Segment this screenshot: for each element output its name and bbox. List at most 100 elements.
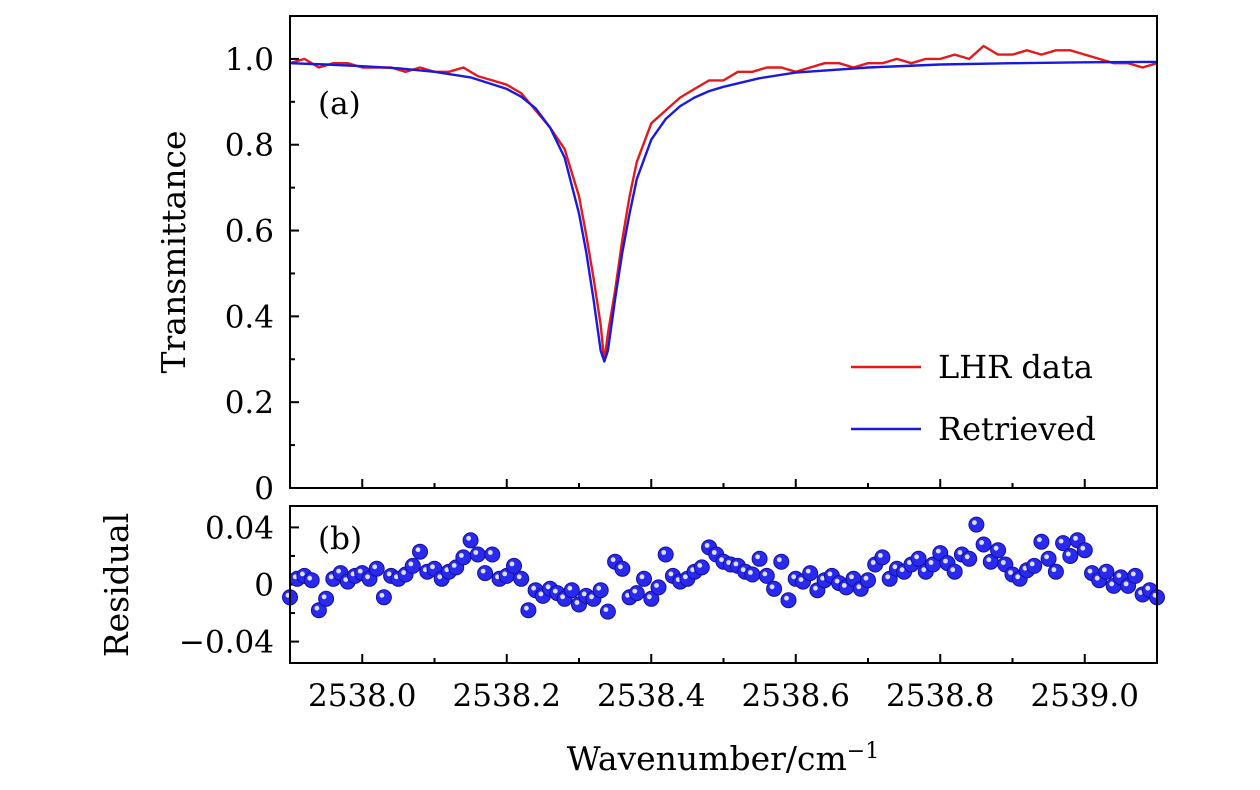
- residual-point-highlight: [618, 564, 623, 570]
- residual-axis-title: Residual: [97, 513, 136, 657]
- residual-point-highlight: [538, 591, 544, 597]
- residual-point-highlight: [567, 585, 573, 591]
- residual-point-highlight: [1116, 573, 1122, 578]
- residual-point-highlight: [495, 574, 500, 580]
- residual-point-highlight: [1015, 574, 1021, 580]
- residual-point-highlight: [473, 550, 479, 555]
- residual-point: [477, 565, 494, 582]
- residual-point-highlight: [365, 574, 370, 580]
- residual-point-highlight: [509, 561, 515, 567]
- y-tick-label: 0: [254, 568, 274, 604]
- residual-point-highlight: [928, 560, 934, 565]
- residual-point-highlight: [350, 571, 356, 577]
- residual-point-highlight: [769, 584, 775, 590]
- residual-point: [975, 536, 992, 553]
- residual-point: [404, 557, 421, 574]
- residual-point-highlight: [668, 571, 674, 577]
- x-tick-label: 2538.2: [453, 678, 561, 714]
- residual-point-highlight: [979, 540, 984, 545]
- wavenumber-axis-title: Wavenumber/cm−1: [567, 739, 879, 779]
- residual-point: [513, 570, 530, 587]
- residual-ticks: −0.04 0 0.04 2538.0 2538.2 2538.4 2538.6 2538.8…: [179, 510, 1139, 714]
- residual-point: [1062, 548, 1079, 564]
- residual-point: [303, 572, 320, 589]
- residual-point-highlight: [451, 563, 457, 568]
- y-tick-label: 0.6: [225, 214, 274, 250]
- residual-point-highlight: [755, 554, 760, 560]
- residual-point-highlight: [899, 567, 905, 573]
- residual-point: [614, 560, 631, 577]
- transmittance-axis-title: Transmittance: [154, 131, 193, 374]
- residual-point-highlight: [379, 592, 385, 598]
- residual-point-highlight: [798, 577, 804, 582]
- residual-point-highlight: [748, 570, 753, 575]
- residual-point: [455, 549, 472, 566]
- residual-point: [1033, 533, 1050, 550]
- x-tick-label: 2538.4: [597, 678, 705, 714]
- y-tick-label: 1.0: [225, 42, 274, 78]
- y-tick-label: −0.04: [179, 625, 274, 661]
- transmittance-panel: 0 0.2 0.4 0.6 0.8 1.0 (a) Transmittance LHR d…: [154, 15, 1158, 507]
- residual-point-highlight: [314, 605, 320, 611]
- residual-point-highlight: [372, 564, 378, 570]
- residual-point: [650, 579, 667, 596]
- residual-point-highlight: [726, 560, 732, 565]
- residual-point-highlight: [820, 575, 825, 581]
- residual-point-highlight: [856, 584, 862, 590]
- y-tick-label: 0.2: [225, 385, 274, 421]
- residual-point-highlight: [581, 591, 587, 597]
- residual-point-highlight: [1123, 581, 1129, 587]
- residual-point-highlight: [870, 560, 876, 565]
- residual-point-highlight: [719, 557, 724, 563]
- residual-point-highlight: [863, 575, 869, 581]
- residual-point: [860, 572, 876, 589]
- residual-point-highlight: [307, 575, 313, 581]
- residual-point-highlight: [784, 595, 789, 601]
- residual-point-highlight: [603, 607, 609, 612]
- residual-point-highlight: [646, 594, 652, 600]
- residual-point-highlight: [480, 568, 486, 574]
- residual-point-highlight: [697, 563, 703, 568]
- residual-point: [520, 602, 537, 619]
- legend-label-lhr-data: LHR data: [938, 348, 1093, 386]
- residual-point: [968, 516, 985, 533]
- residual-point-highlight: [1008, 570, 1013, 575]
- residual-point-highlight: [1087, 568, 1093, 574]
- x-tick-label: 2539.0: [1031, 678, 1139, 714]
- residual-point-highlight: [813, 585, 818, 591]
- residual-point-highlight: [328, 574, 334, 580]
- residual-point: [758, 567, 775, 584]
- residual-points: [282, 516, 1165, 620]
- residual-point: [643, 590, 660, 607]
- residual-point-highlight: [610, 557, 616, 563]
- residual-plot-frame: [289, 505, 1158, 664]
- residual-point-highlight: [1094, 575, 1100, 581]
- residual-point-highlight: [1000, 560, 1006, 565]
- legend: LHR data Retrieved: [851, 348, 1096, 448]
- residual-point-highlight: [408, 561, 414, 567]
- x-tick-label: 2538.0: [308, 678, 416, 714]
- residual-point-highlight: [552, 588, 558, 594]
- residual-point-highlight: [466, 535, 471, 541]
- residual-point-highlight: [878, 553, 883, 558]
- residual-point-highlight: [292, 574, 298, 580]
- residual-point-highlight: [986, 557, 992, 563]
- transmittance-series: [289, 44, 1158, 363]
- x-tick-label: 2538.8: [886, 678, 994, 714]
- residual-point-highlight: [711, 550, 717, 555]
- residual-point-highlight: [343, 577, 349, 582]
- residual-point-highlight: [589, 594, 594, 600]
- residual-point: [961, 550, 978, 567]
- residual-point-highlight: [1145, 585, 1151, 591]
- residual-point-highlight: [444, 567, 450, 573]
- residual-point-highlight: [827, 571, 833, 577]
- residual-point-highlight: [336, 568, 341, 574]
- residual-point-highlight: [957, 550, 963, 555]
- residual-point-highlight: [422, 567, 428, 573]
- residual-point-highlight: [733, 561, 739, 567]
- residual-point-highlight: [1080, 545, 1086, 551]
- residual-point-highlight: [1073, 535, 1078, 541]
- residual-point-highlight: [762, 571, 768, 577]
- residual-point-highlight: [834, 578, 840, 584]
